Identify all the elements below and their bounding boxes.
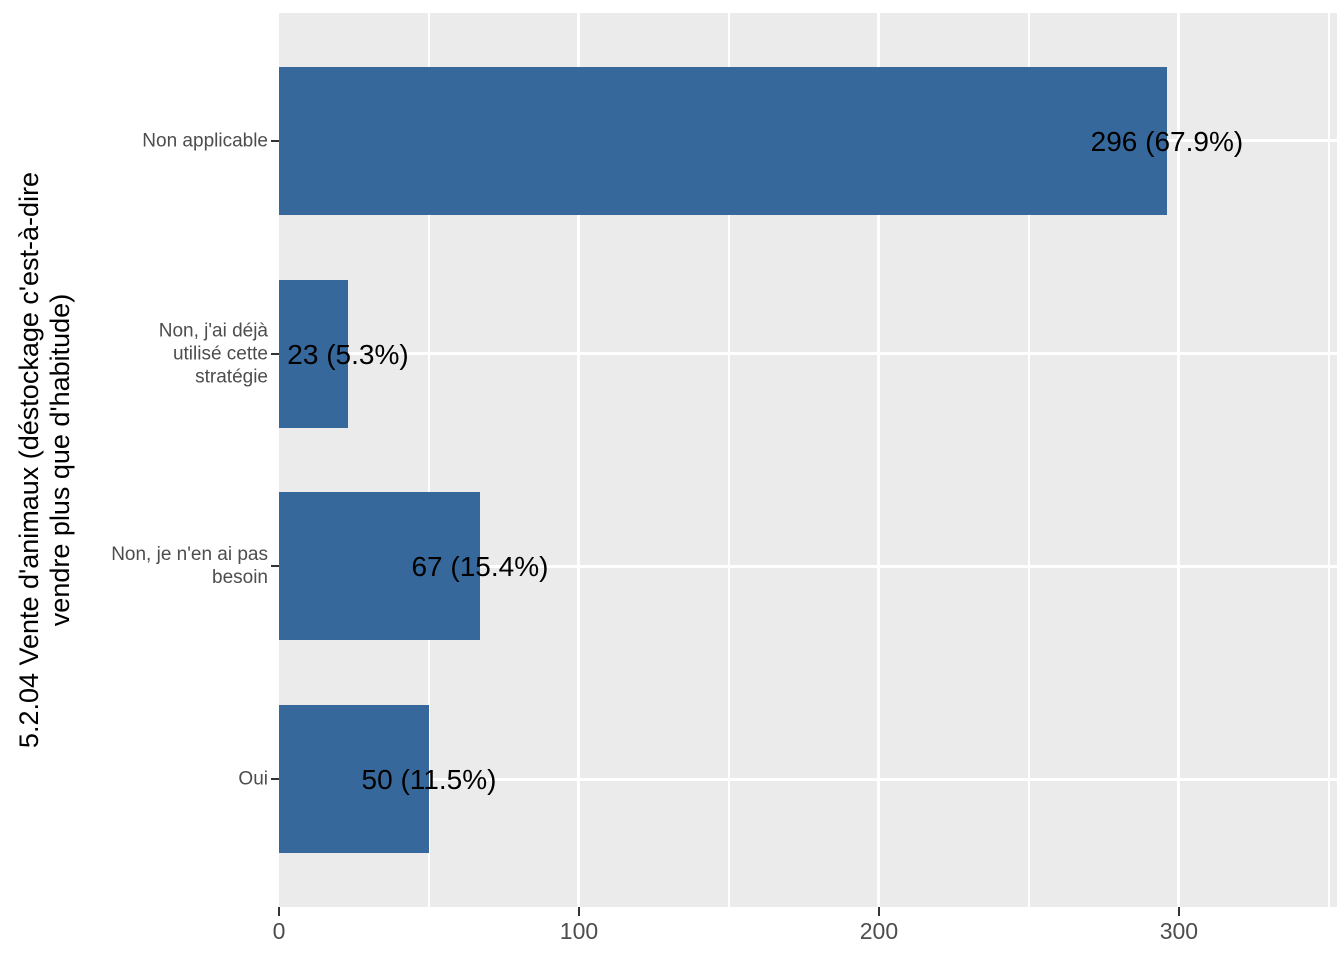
x-tick-label: 200 [859, 918, 899, 944]
x-tick [577, 907, 580, 916]
bar [279, 279, 348, 428]
v-minor-gridline [1028, 13, 1030, 907]
x-tick [877, 907, 880, 916]
y-tick [271, 778, 279, 781]
category-label-line: utilisé cette [172, 343, 268, 365]
h-gridline [279, 777, 1337, 781]
y-tick [271, 139, 279, 142]
v-major-gridline [1177, 13, 1181, 907]
v-major-gridline [877, 13, 881, 907]
x-tick-label: 300 [1159, 918, 1199, 944]
category-label-line: Non, j'ai déjà [158, 320, 268, 342]
bar [279, 492, 480, 641]
category-label-line: besoin [212, 567, 268, 589]
category-label-line: Non applicable [142, 130, 268, 152]
category-label: Oui [238, 768, 268, 791]
v-minor-gridline [728, 13, 730, 907]
v-minor-gridline [1328, 13, 1330, 907]
x-tick-label: 100 [559, 918, 599, 944]
y-tick [271, 352, 279, 355]
category-label: Non, je n'en ai pas besoin [111, 543, 268, 589]
bar-value-label: 296 (67.9%) [1090, 125, 1244, 157]
y-axis-title-line: 5.2.04 Vente d'animaux (déstockage c'est… [14, 171, 44, 749]
x-tick [1177, 907, 1180, 916]
bar [279, 705, 429, 854]
h-gridline [279, 352, 1337, 356]
x-tick-label: 0 [272, 918, 286, 944]
bar-value-label: 50 (11.5%) [361, 764, 497, 796]
y-tick [271, 565, 279, 568]
x-tick [278, 907, 280, 916]
bar-value-label: 67 (15.4%) [411, 551, 549, 583]
category-label-line: Non, je n'en ai pas [111, 544, 268, 566]
y-axis-title-line: vendre plus que d'habitude) [45, 293, 75, 627]
bar [279, 66, 1167, 215]
category-label: Non, j'ai déjà utilisé cette stratégie [159, 319, 268, 388]
h-gridline [279, 564, 1337, 568]
category-label: Non applicable [142, 129, 268, 152]
bar-value-label: 23 (5.3%) [287, 338, 409, 370]
category-label-line: Oui [238, 768, 268, 790]
v-major-gridline [577, 13, 581, 907]
y-axis-title: 5.2.04 Vente d'animaux (déstockage c'est… [14, 172, 76, 748]
category-label-line: stratégie [195, 366, 268, 388]
v-minor-gridline [428, 13, 430, 907]
